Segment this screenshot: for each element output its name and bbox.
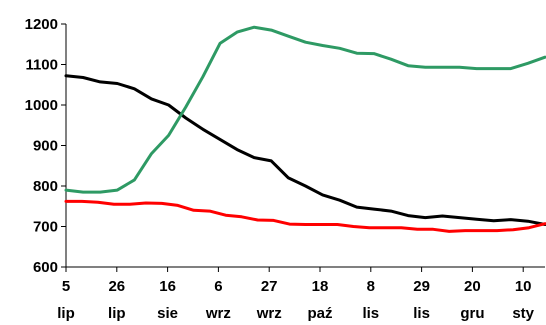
x-tick-label-month: lis: [413, 305, 430, 322]
y-tick-label: 600: [33, 259, 58, 276]
y-tick-label: 700: [33, 219, 58, 236]
y-tick-label: 1000: [25, 97, 58, 114]
x-tick-label-day: 20: [464, 278, 481, 295]
y-tick-label: 900: [33, 138, 58, 155]
x-tick-label-day: 16: [159, 278, 176, 295]
x-tick-label-month: lis: [362, 305, 379, 322]
x-tick-label-month: lip: [57, 305, 75, 322]
x-tick-label-day: 8: [367, 278, 375, 295]
series-line-3: [64, 199, 546, 233]
x-tick-label-day: 27: [261, 278, 278, 295]
x-tick-label-month: sty: [512, 305, 534, 322]
series-line-2: [64, 25, 546, 194]
x-tick-label-month: gru: [460, 305, 484, 322]
x-tick-label-day: 5: [62, 278, 70, 295]
x-tick-label-month: paź: [307, 305, 332, 322]
x-tick-label-month: sie: [157, 305, 178, 322]
x-tick-label-day: 29: [413, 278, 430, 295]
x-axis: 5 lip 26 lip 16 sie 6 wrz 27 wrz 18 paź 8 lis 29 lis 20 g…: [57, 266, 545, 322]
x-tick-label-month: wrz: [256, 305, 282, 322]
y-tick-label: 1100: [25, 57, 58, 74]
y-axis: 600 700 800 900 1000 1100 1200: [25, 16, 67, 276]
series-lines: [64, 25, 546, 233]
y-tick-label: 1200: [25, 16, 58, 33]
x-tick-label-month: wrz: [205, 305, 231, 322]
series-line-1: [64, 74, 546, 226]
x-tick-label-day: 26: [108, 278, 125, 295]
y-tick-label: 800: [33, 178, 58, 195]
x-tick-label-month: lip: [108, 305, 126, 322]
x-tick-label-day: 18: [312, 278, 329, 295]
x-tick-label-day: 10: [515, 278, 532, 295]
x-tick-label-day: 6: [214, 278, 222, 295]
